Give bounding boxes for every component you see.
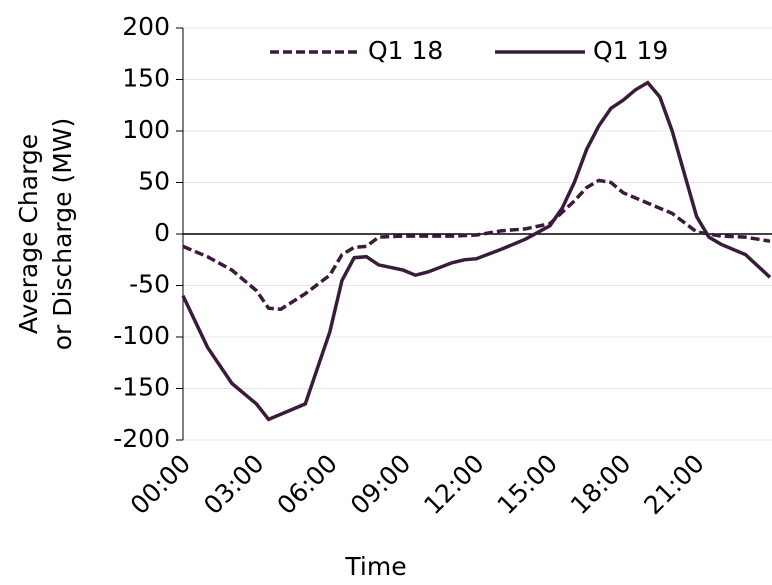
x-tick-label: 15:00 [492,449,563,520]
x-tick-label: 09:00 [345,449,416,520]
legend-label: Q1 18 [368,36,443,65]
line-series [181,80,772,422]
y-tick-label: 200 [122,12,170,41]
y-tick-label: 50 [138,167,170,196]
x-tick-label: 06:00 [271,449,342,520]
y-tick-label: 0 [154,218,170,247]
x-tick-label: 18:00 [565,449,636,520]
y-tick-label: -200 [113,424,170,453]
x-tick-label: 03:00 [198,449,269,520]
y-tick-label: -100 [113,321,170,350]
legend-label: Q1 19 [593,36,668,65]
x-tick-label: 21:00 [638,449,709,520]
y-tick-label: 150 [122,64,170,93]
line-series [182,178,771,311]
y-axis-label: Average Charge [14,134,43,334]
y-tick-label: 100 [122,115,170,144]
y-axis-label: or Discharge (MW) [48,118,77,350]
x-tick-label: 00:00 [125,449,196,520]
x-tick-label: 12:00 [418,449,489,520]
y-tick-label: -50 [129,270,170,299]
y-tick-label: -150 [113,373,170,402]
x-axis-label: Time [344,552,406,581]
